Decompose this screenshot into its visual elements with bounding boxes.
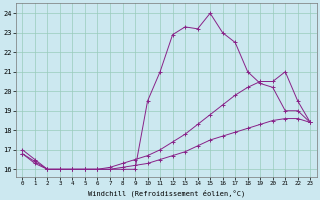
X-axis label: Windchill (Refroidissement éolien,°C): Windchill (Refroidissement éolien,°C): [88, 189, 245, 197]
